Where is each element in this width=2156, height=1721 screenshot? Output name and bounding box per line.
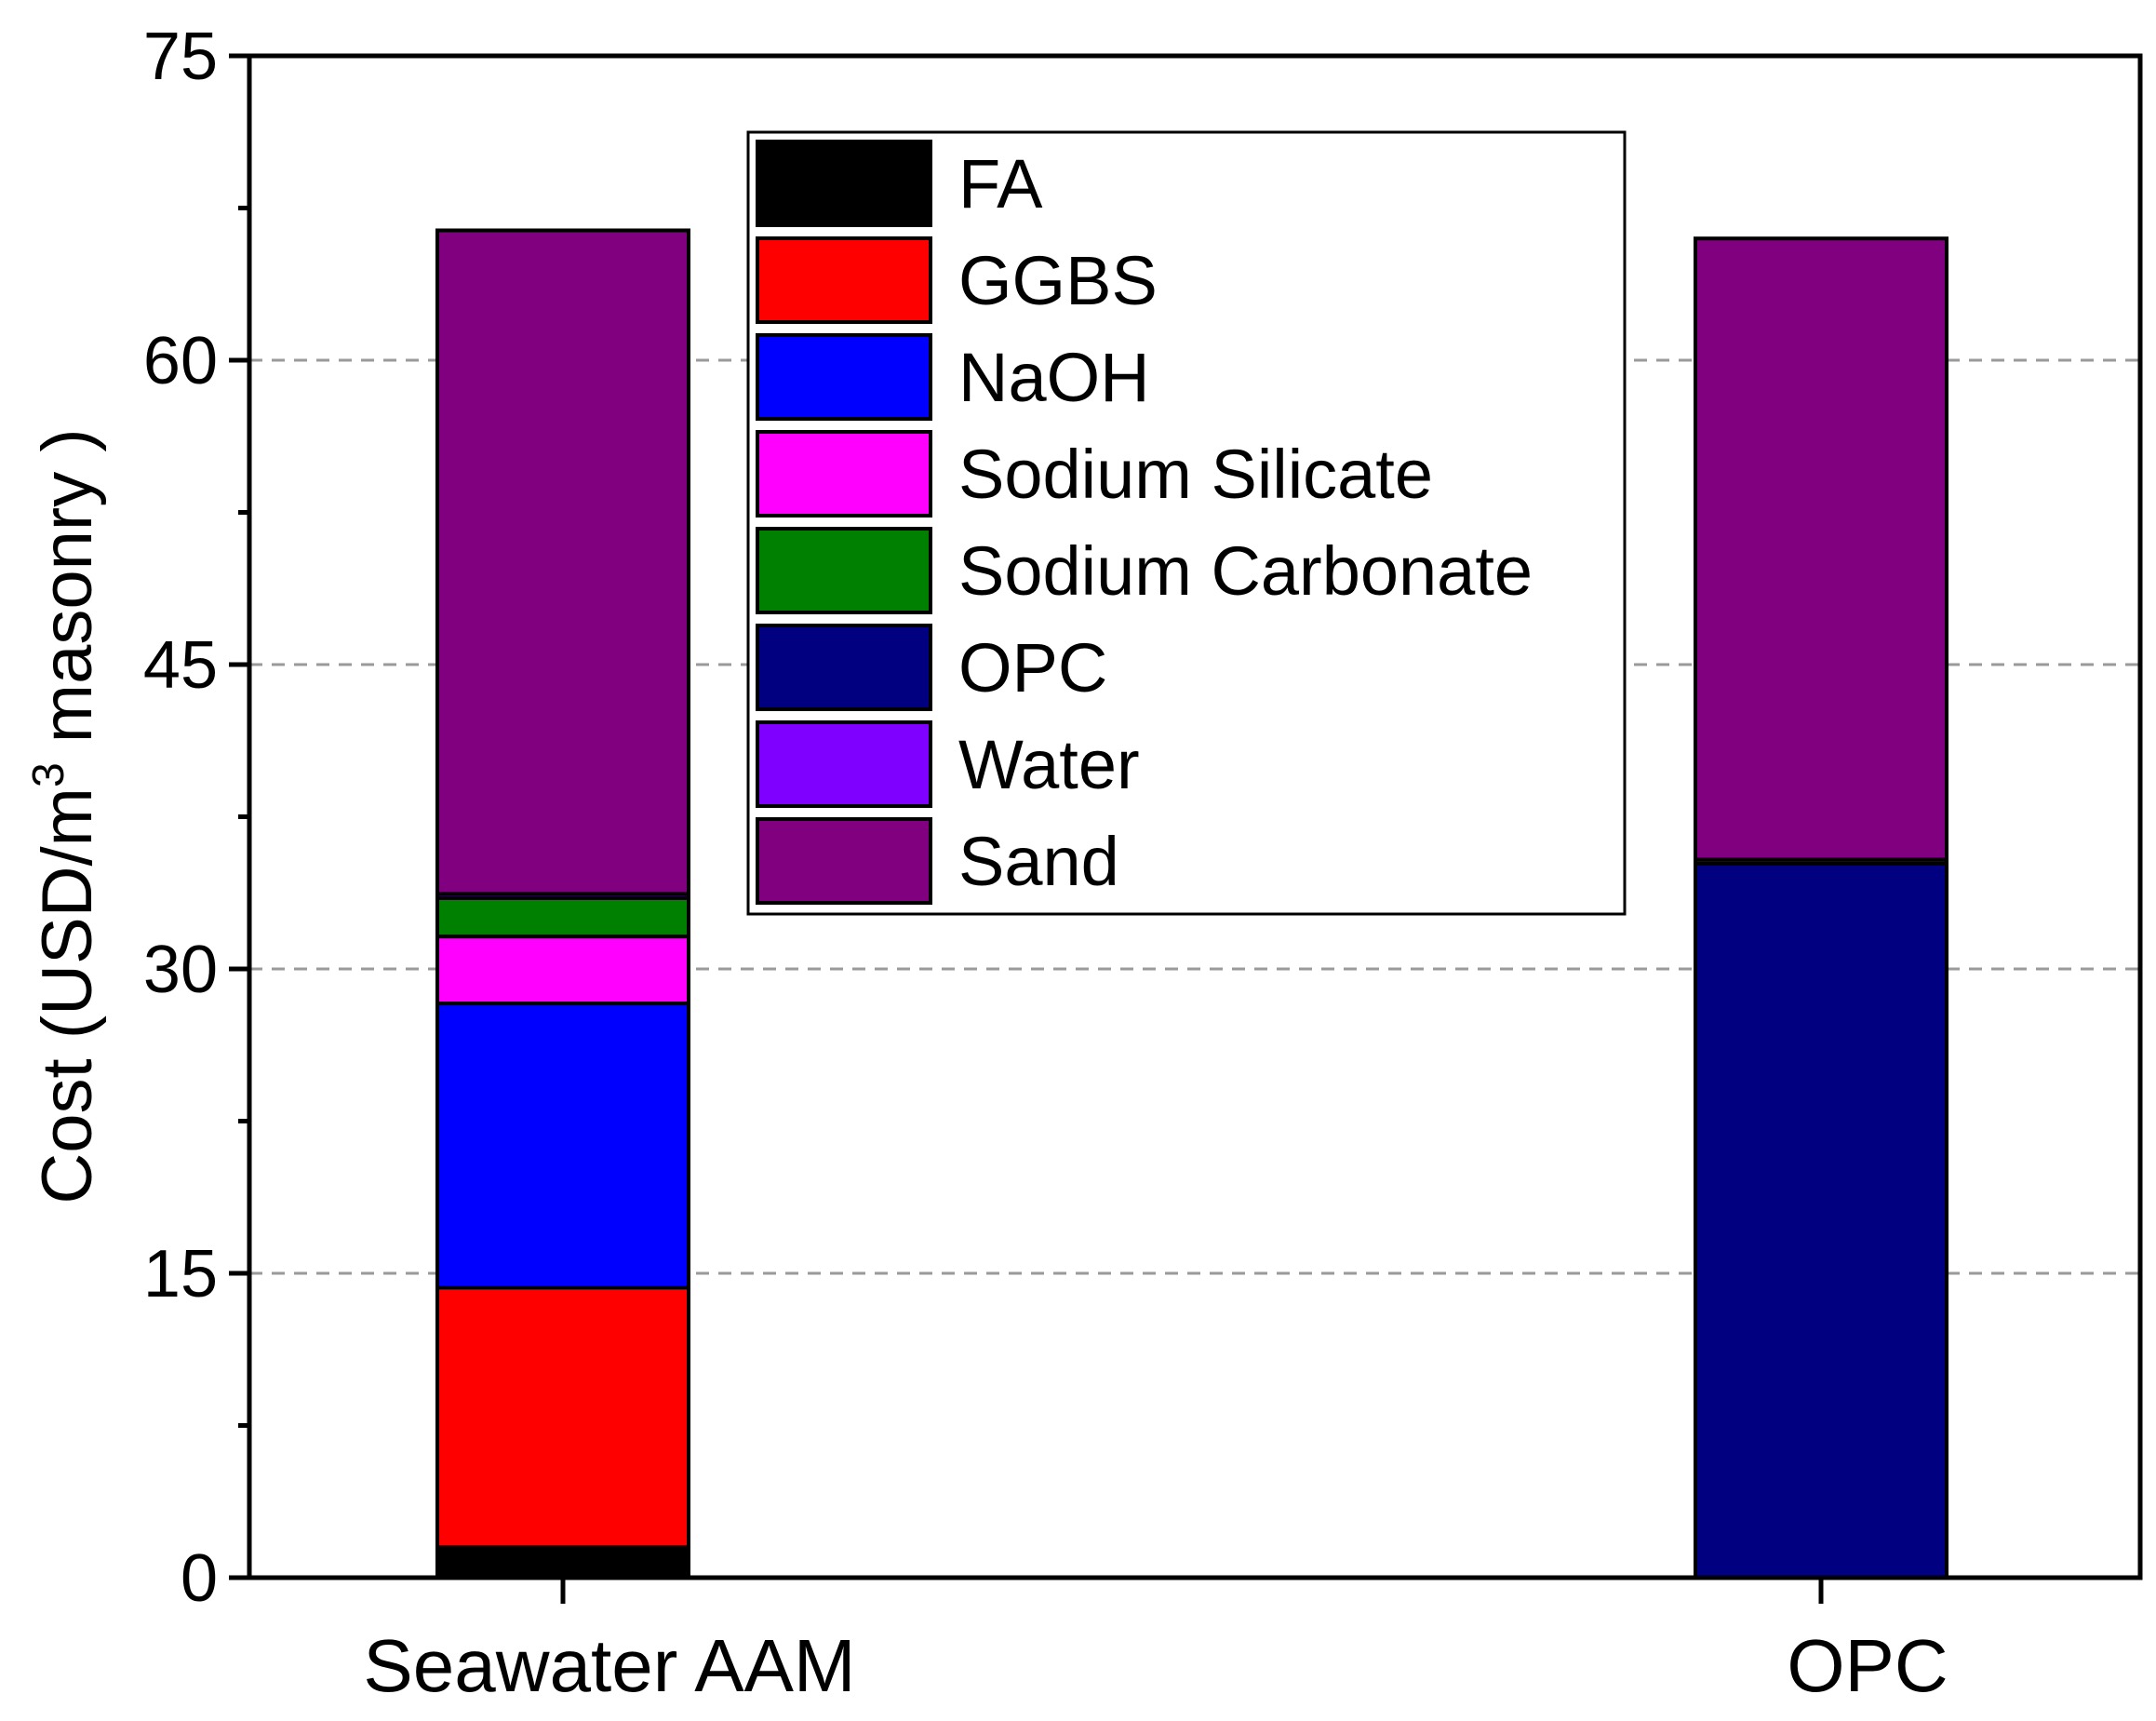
bar-segment-sodium-silicate-seawater-aam [435,934,690,1006]
x-tick-label: Seawater AAM [363,1624,855,1707]
legend-swatch-ggbs [756,236,932,324]
legend-swatch-sodium-carbonate [756,527,932,614]
axis-ticks [229,53,1824,1604]
y-tick-label: 15 [143,1237,218,1311]
legend-label-sodium-silicate: Sodium Silicate [958,436,1433,513]
y-tick-label: 45 [143,628,218,703]
axis-labels: 0 15 30 45 60 75 Seawater AAM OPC [143,20,1948,1707]
legend-label-ggbs: GGBS [958,242,1158,319]
legend-swatch-naoh [756,333,932,421]
legend-label-sodium-carbonate: Sodium Carbonate [958,532,1533,610]
y-tick-label: 60 [143,324,218,398]
legend-label-opc: OPC [958,629,1107,706]
y-axis-title: Cost (USD/m3 masonry ) [24,428,107,1203]
y-tick-label: 0 [181,1541,218,1616]
legend: FA GGBS NaOH Sodium Silicate Sodium Carbonat… [746,130,1627,916]
y-tick-label: 30 [143,933,218,1007]
y-tick-label: 75 [143,20,218,94]
legend-label-water: Water [958,726,1140,803]
legend-swatch-water [756,720,932,808]
bar-segment-sand-seawater-aam [435,228,690,896]
legend-label-fa: FA [958,145,1043,222]
bar-segment-sand-opc [1694,236,1948,862]
legend-label-sand: Sand [958,823,1119,900]
legend-swatch-sand [756,817,932,905]
bar-segment-fa-seawater-aam [435,1545,690,1580]
bar-segment-opc-opc [1694,861,1948,1580]
bar-segment-sodium-carbonate-seawater-aam [435,895,690,939]
bar-segment-naoh-seawater-aam [435,1002,690,1290]
x-tick-label: OPC [1787,1624,1948,1707]
legend-swatch-sodium-silicate [756,430,932,518]
bar-segment-ggbs-seawater-aam [435,1285,690,1550]
legend-swatch-fa [756,140,932,227]
legend-label-naoh: NaOH [958,339,1150,416]
legend-swatch-opc [756,624,932,711]
bars [435,228,1948,1580]
